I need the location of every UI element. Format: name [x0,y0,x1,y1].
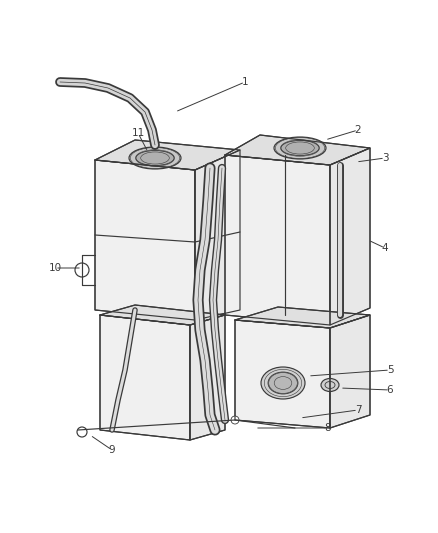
Polygon shape [330,148,370,325]
Text: 9: 9 [109,445,115,455]
Ellipse shape [129,147,181,169]
Text: 11: 11 [131,128,145,138]
Polygon shape [225,135,370,165]
Text: 8: 8 [325,423,331,433]
Circle shape [75,263,89,277]
Polygon shape [330,315,370,428]
Ellipse shape [136,150,174,166]
Circle shape [231,416,239,424]
Polygon shape [95,160,195,320]
Text: 2: 2 [355,125,361,135]
Text: 6: 6 [387,385,393,395]
Ellipse shape [281,141,319,156]
Ellipse shape [274,137,326,159]
Polygon shape [100,305,225,325]
Polygon shape [235,307,370,328]
Polygon shape [235,320,330,428]
Polygon shape [190,315,225,440]
Ellipse shape [268,372,298,394]
Polygon shape [225,155,330,325]
Ellipse shape [261,367,305,399]
Circle shape [77,427,87,437]
Polygon shape [100,315,190,440]
Text: 1: 1 [242,77,248,87]
Ellipse shape [321,378,339,392]
Polygon shape [195,150,240,320]
Text: 4: 4 [381,243,389,253]
Text: 7: 7 [355,405,361,415]
Polygon shape [95,140,240,170]
Text: 10: 10 [49,263,62,273]
Text: 5: 5 [387,365,393,375]
Text: 3: 3 [381,153,389,163]
